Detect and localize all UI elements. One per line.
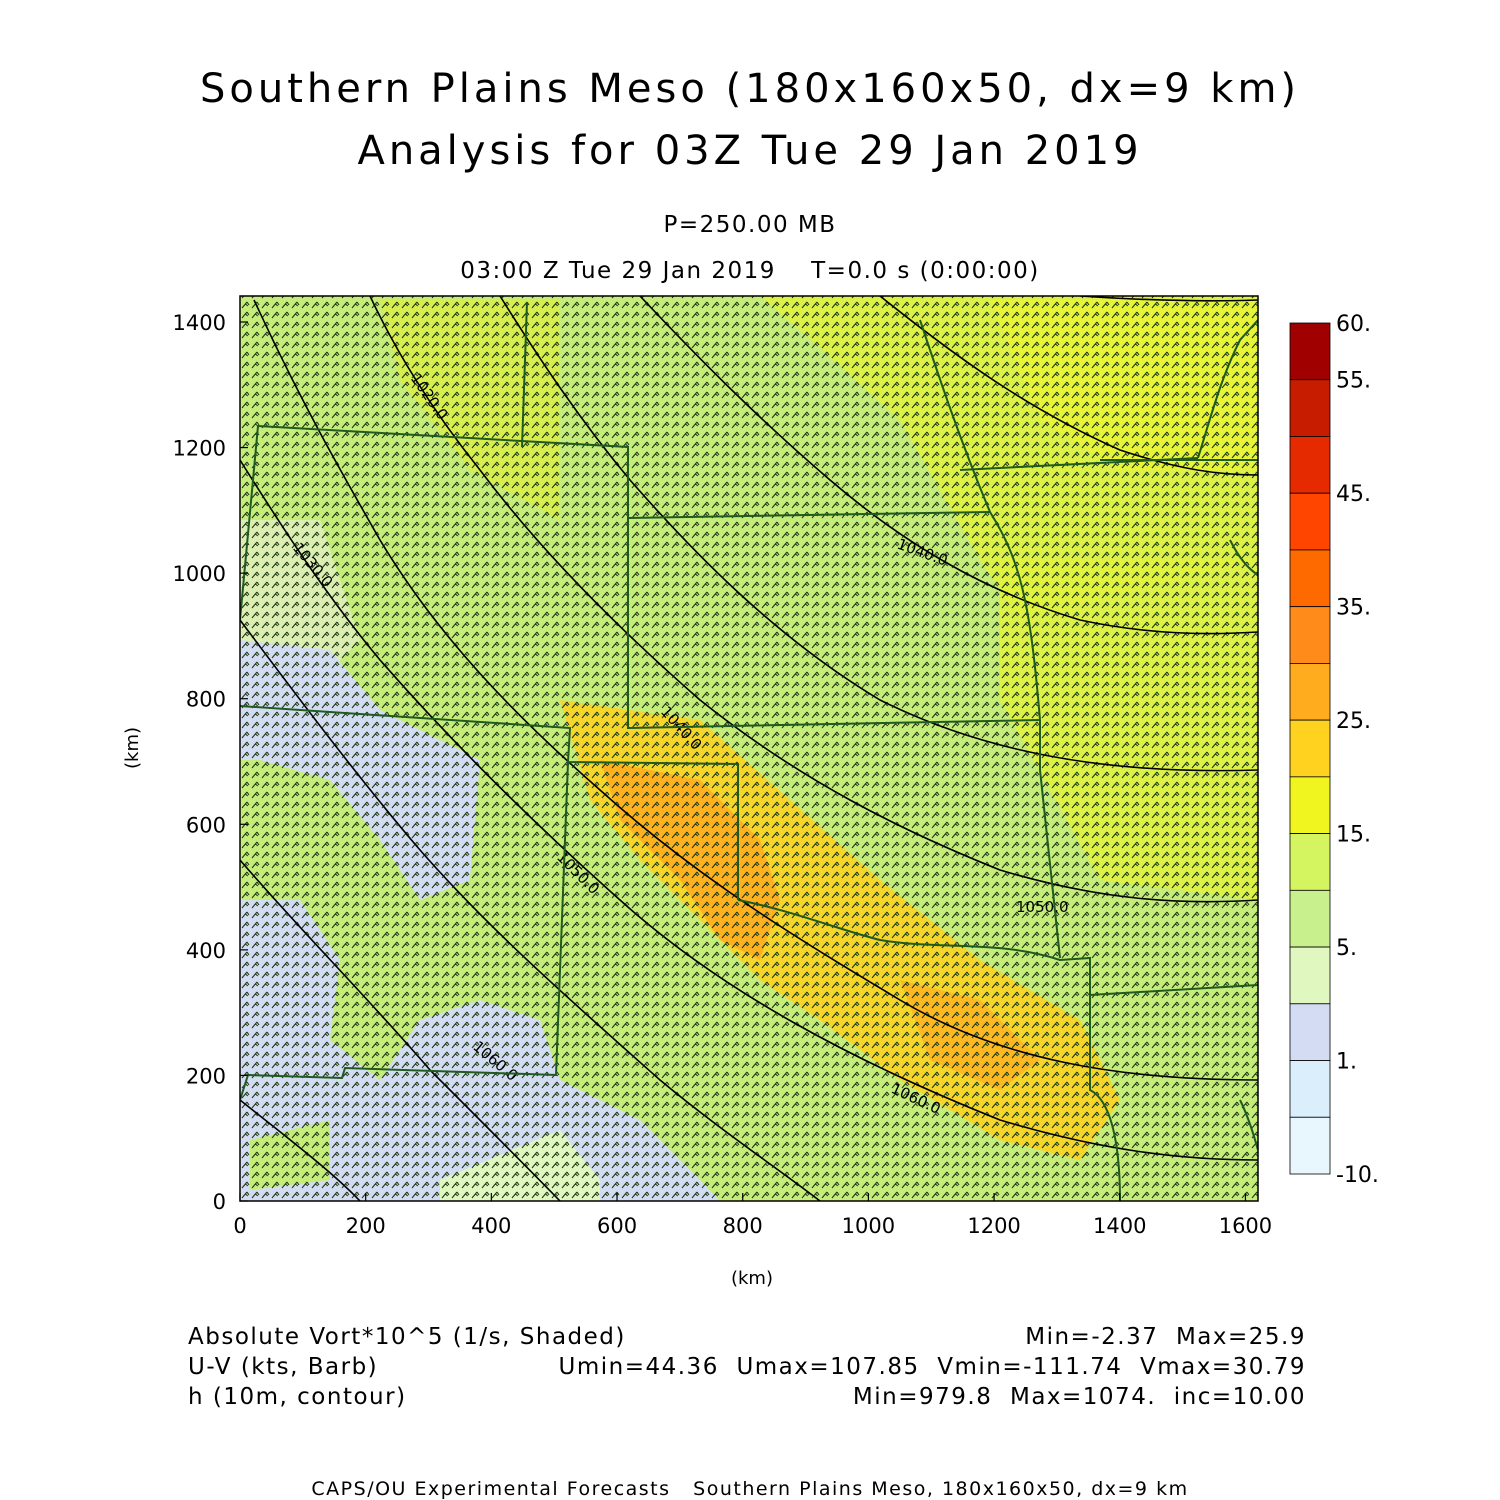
y-tick-label: 1000 [173, 562, 226, 586]
colorbar-label: 5. [1336, 936, 1357, 961]
field2-stats: Umin=44.36 Umax=107.85 Vmin=-111.74 Vmax… [558, 1354, 1306, 1380]
field3-name: h (10m, contour) [188, 1384, 407, 1410]
y-tick-label: 600 [186, 813, 226, 837]
y-tick-label: 1400 [173, 311, 226, 335]
colorbar-label: 60. [1336, 312, 1371, 337]
y-axis-label: (km) [122, 727, 143, 769]
y-tick-label: 400 [186, 939, 226, 963]
x-tick-label: 0 [233, 1214, 246, 1238]
colorbar-swatch [1289, 833, 1331, 891]
colorbar-swatch [1289, 946, 1331, 1005]
field1-name: Absolute Vort*10^5 (1/s, Shaded) [188, 1324, 626, 1350]
x-tick-label: 200 [346, 1214, 386, 1238]
x-tick-label: 800 [723, 1214, 763, 1238]
plot-frame [239, 295, 1259, 1202]
colorbar-swatch [1289, 549, 1331, 608]
colorbar-label: 35. [1336, 596, 1371, 621]
y-tick-label: 0 [213, 1190, 226, 1214]
x-tick-label: 600 [597, 1214, 637, 1238]
colorbar-label: 45. [1336, 482, 1371, 507]
contour-label: 1050.0 [1016, 898, 1069, 916]
x-axis-label: (km) [731, 1268, 773, 1289]
map-title-line1: Southern Plains Meso (180x160x50, dx=9 k… [199, 66, 1301, 112]
valid-time: 03:00 Z Tue 29 Jan 2019 T=0.0 s (0:00:00… [460, 258, 1040, 284]
colorbar-swatch [1289, 1060, 1331, 1118]
y-tick-label: 1200 [173, 437, 226, 461]
field3-stats: Min=979.8 Max=1074. inc=10.00 [852, 1384, 1306, 1410]
colorbar: 60. 55. 45. 35. 25. 15. 5. 1. -10. [1289, 312, 1379, 1188]
colorbar-label: -10. [1336, 1163, 1379, 1188]
colorbar-swatch [1289, 1003, 1331, 1061]
credit-line: CAPS/OU Experimental Forecasts Southern … [311, 1478, 1189, 1500]
colorbar-swatch [1289, 663, 1331, 721]
vorticity-shading [240, 296, 1258, 1201]
colorbar-swatch [1289, 1116, 1331, 1175]
colorbar-swatch [1289, 322, 1331, 381]
height-contours [240, 296, 1258, 1201]
x-tick-label: 1000 [842, 1214, 895, 1238]
y-tick-label: 200 [186, 1064, 226, 1088]
colorbar-swatch [1289, 889, 1331, 948]
field1-stats: Min=-2.37 Max=25.9 [1025, 1324, 1306, 1350]
colorbar-label: 15. [1336, 823, 1371, 848]
colorbar-swatch [1289, 379, 1331, 437]
field2-name: U-V (kts, Barb) [188, 1354, 379, 1380]
colorbar-swatch [1289, 719, 1331, 778]
x-axis: 0 200 400 600 800 1000 1200 1400 1600 [233, 1193, 1272, 1238]
colorbar-label: 25. [1336, 709, 1371, 734]
colorbar-swatch [1289, 492, 1331, 551]
colorbar-swatch [1289, 436, 1331, 494]
state-boundaries [240, 301, 1258, 1201]
colorbar-swatch [1289, 606, 1331, 664]
y-axis: 0 200 400 600 800 1000 1200 1400 [173, 311, 248, 1214]
map-title-line2: Analysis for 03Z Tue 29 Jan 2019 [357, 128, 1143, 174]
x-tick-label: 1600 [1219, 1214, 1272, 1238]
x-tick-label: 1200 [967, 1214, 1020, 1238]
colorbar-swatch [1289, 776, 1331, 834]
colorbar-label: 1. [1336, 1050, 1357, 1075]
x-tick-label: 400 [471, 1214, 511, 1238]
y-tick-label: 800 [186, 688, 226, 712]
colorbar-label: 55. [1336, 369, 1371, 394]
x-tick-label: 1400 [1093, 1214, 1146, 1238]
pressure-level: P=250.00 MB [663, 212, 837, 238]
